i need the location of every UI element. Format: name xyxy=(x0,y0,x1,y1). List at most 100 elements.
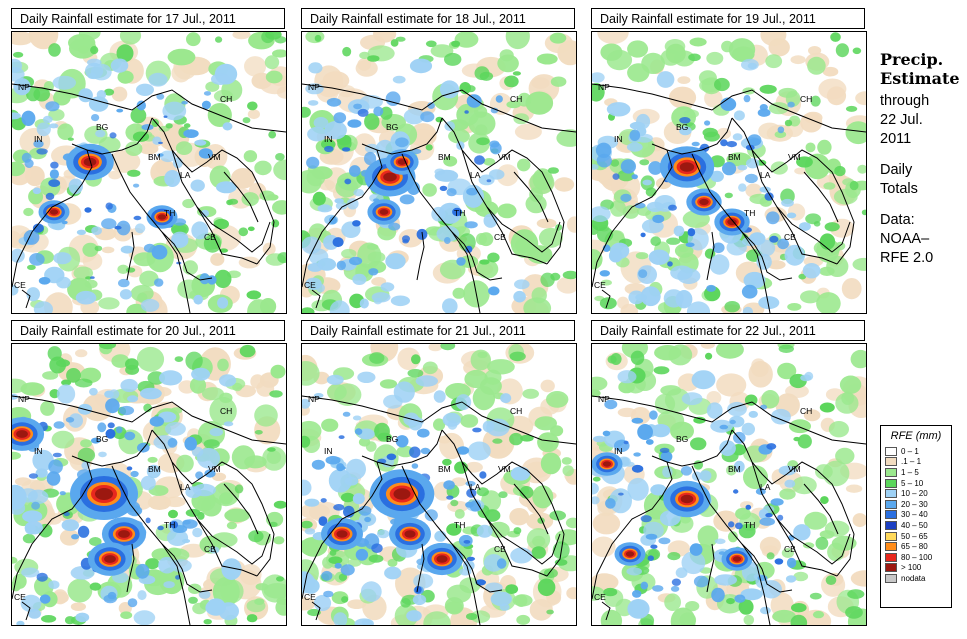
map-label-bm: BM xyxy=(728,464,741,474)
map-label-vm: VM xyxy=(498,464,511,474)
map-label-th: TH xyxy=(744,208,755,218)
legend-swatch xyxy=(885,573,897,583)
rainfall-map: NP CH IN BG BM VM LA TH CB CE xyxy=(301,31,577,314)
map-label-vm: VM xyxy=(498,152,511,162)
legend-label: 5 – 10 xyxy=(901,478,924,488)
map-label-np: NP xyxy=(308,394,320,404)
date-line-1: 22 Jul. xyxy=(880,112,923,128)
panel-title: Daily Rainfall estimate for 18 Jul., 201… xyxy=(301,8,575,29)
map-label-ce: CE xyxy=(14,280,26,290)
map-label-in: IN xyxy=(614,134,623,144)
map-label-bg: BG xyxy=(96,122,108,132)
map-label-la: LA xyxy=(470,170,481,180)
map-label-bm: BM xyxy=(438,464,451,474)
rainfall-panel-5: Daily Rainfall estimate for 21 Jul., 201… xyxy=(301,320,577,626)
legend-swatch xyxy=(885,510,897,520)
legend-entry: 20 – 30 xyxy=(885,499,951,510)
rainfall-map: NP CH IN BG BM VM LA TH CB CE xyxy=(11,343,287,626)
map-label-np: NP xyxy=(598,394,610,404)
data-line-2: NOAA– xyxy=(880,231,930,247)
map-label-np: NP xyxy=(598,82,610,92)
map-svg: NP CH IN BG BM VM LA TH CB CE xyxy=(12,32,286,313)
map-label-vm: VM xyxy=(208,464,221,474)
map-label-ch: CH xyxy=(220,94,232,104)
legend-swatch xyxy=(885,563,897,573)
map-label-cb: CB xyxy=(784,232,796,242)
map-label-bm: BM xyxy=(438,152,451,162)
legend-swatch xyxy=(885,446,897,456)
map-label-cb: CB xyxy=(204,544,216,554)
legend-entry: 1 – 5 xyxy=(885,467,951,478)
map-label-vm: VM xyxy=(788,152,801,162)
legend-entry: 5 – 10 xyxy=(885,478,951,489)
map-label-in: IN xyxy=(324,134,333,144)
legend-label: 10 – 20 xyxy=(901,489,928,499)
map-label-cb: CB xyxy=(784,544,796,554)
legend-entry: 0 – 1 xyxy=(885,446,951,457)
legend-swatch xyxy=(885,467,897,477)
panel-title: Daily Rainfall estimate for 22 Jul., 201… xyxy=(591,320,865,341)
legend-entry: 10 – 20 xyxy=(885,488,951,499)
legend-label: 1 – 5 xyxy=(901,467,919,477)
rainfall-panel-3: Daily Rainfall estimate for 19 Jul., 201… xyxy=(591,8,867,314)
map-label-la: LA xyxy=(760,170,771,180)
map-label-in: IN xyxy=(614,446,623,456)
legend-entry: 80 – 100 xyxy=(885,552,951,563)
map-label-np: NP xyxy=(308,82,320,92)
map-label-ce: CE xyxy=(594,280,606,290)
legend-label: 80 – 100 xyxy=(901,552,933,562)
map-label-in: IN xyxy=(324,446,333,456)
data-line-1: Data: xyxy=(880,212,915,228)
totals-line-1: Daily xyxy=(880,162,913,178)
map-svg: NP CH IN BG BM VM LA TH CB CE xyxy=(12,344,286,625)
heading-line-2: Estimate xyxy=(880,69,960,88)
rainfall-map: NP CH IN BG BM VM LA TH CB CE xyxy=(301,343,577,626)
panel-title: Daily Rainfall estimate for 20 Jul., 201… xyxy=(11,320,285,341)
map-label-ch: CH xyxy=(510,94,522,104)
legend-title: RFE (mm) xyxy=(890,430,942,442)
map-label-ch: CH xyxy=(800,406,812,416)
map-label-bm: BM xyxy=(728,152,741,162)
map-label-th: TH xyxy=(164,208,175,218)
map-svg: NP CH IN BG BM VM LA TH CB CE xyxy=(592,344,866,625)
map-label-bg: BG xyxy=(676,122,688,132)
map-label-np: NP xyxy=(18,394,30,404)
map-label-th: TH xyxy=(164,520,175,530)
map-svg: NP CH IN BG BM VM LA TH CB CE xyxy=(592,32,866,313)
legend-label: 20 – 30 xyxy=(901,499,928,509)
date-line-2: 2011 xyxy=(880,131,912,147)
legend-label: 65 – 80 xyxy=(901,542,928,552)
legend-entry: nodata xyxy=(885,573,951,584)
map-label-in: IN xyxy=(34,134,43,144)
map-label-ce: CE xyxy=(304,280,316,290)
legend-swatch xyxy=(885,520,897,530)
map-label-th: TH xyxy=(454,208,465,218)
sidebar-info: Precip. Estimate through 22 Jul. 2011 Da… xyxy=(880,50,965,268)
map-label-bm: BM xyxy=(148,464,161,474)
map-label-np: NP xyxy=(18,82,30,92)
map-label-ch: CH xyxy=(510,406,522,416)
rainfall-map: NP CH IN BG BM VM LA TH CB CE xyxy=(591,31,867,314)
panel-title: Daily Rainfall estimate for 21 Jul., 201… xyxy=(301,320,575,341)
legend-entry: 30 – 40 xyxy=(885,510,951,521)
map-label-ch: CH xyxy=(220,406,232,416)
rainfall-map: NP CH IN BG BM VM LA TH CB CE xyxy=(11,31,287,314)
rainfall-panel-2: Daily Rainfall estimate for 18 Jul., 201… xyxy=(301,8,577,314)
map-label-cb: CB xyxy=(494,232,506,242)
map-label-ce: CE xyxy=(594,592,606,602)
rainfall-panel-1: Daily Rainfall estimate for 17 Jul., 201… xyxy=(11,8,287,314)
panel-title: Daily Rainfall estimate for 19 Jul., 201… xyxy=(591,8,865,29)
map-label-bg: BG xyxy=(386,122,398,132)
map-svg: NP CH IN BG BM VM LA TH CB CE xyxy=(302,344,576,625)
legend-label: 50 – 65 xyxy=(901,531,928,541)
map-label-vm: VM xyxy=(208,152,221,162)
through-label: through xyxy=(880,93,930,109)
legend-label: > 100 xyxy=(901,563,922,573)
map-label-bg: BG xyxy=(96,434,108,444)
legend-swatch xyxy=(885,552,897,562)
legend-swatch xyxy=(885,499,897,509)
map-label-la: LA xyxy=(470,482,481,492)
legend-entry: .1 – 1 xyxy=(885,457,951,468)
